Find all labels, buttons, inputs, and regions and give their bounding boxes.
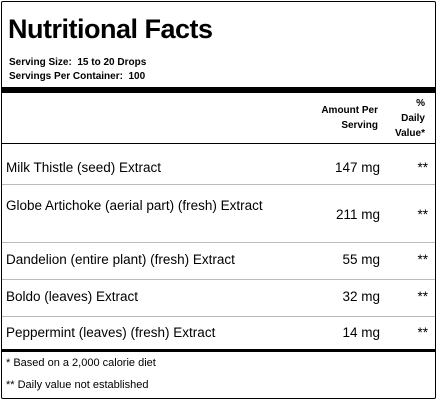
table-row: Milk Thistle (seed) Extract 147 mg **: [2, 144, 435, 185]
ingredient-name: Globe Artichoke (aerial part) (fresh) Ex…: [6, 198, 263, 213]
amount-header-line-2: Serving: [341, 120, 378, 131]
daily-value-header: % Daily Value*: [375, 96, 425, 141]
table-row: Boldo (leaves) Extract 32 mg **: [2, 280, 435, 317]
servings-per-container: Servings Per Container: 100: [9, 72, 145, 82]
serving-size-label: Serving Size:: [9, 57, 72, 68]
amount-header-line-1: Amount Per: [321, 105, 378, 116]
footnote-daily-value: ** Daily value not established: [6, 379, 149, 391]
dv-header-line-3: Value*: [394, 128, 425, 139]
table-row: Peppermint (leaves) (fresh) Extract 14 m…: [2, 317, 435, 349]
table-row: Globe Artichoke (aerial part) (fresh) Ex…: [2, 185, 435, 243]
amount-per-serving-header: Amount Per Serving: [288, 103, 378, 133]
ingredient-daily-value: **: [417, 207, 428, 222]
servings-per-container-value: 100: [128, 71, 146, 82]
footer-divider: [2, 349, 435, 352]
header-divider: [2, 143, 435, 144]
ingredient-name: Dandelion (entire plant) (fresh) Extract: [6, 252, 235, 267]
ingredient-daily-value: **: [417, 325, 428, 340]
ingredient-amount: 147 mg: [334, 160, 380, 175]
page-title: Nutritional Facts: [8, 14, 213, 44]
serving-size: Serving Size: 15 to 20 Drops: [9, 58, 146, 68]
ingredient-amount: 211 mg: [335, 207, 380, 222]
ingredient-amount: 14 mg: [342, 325, 380, 340]
table-row: Dandelion (entire plant) (fresh) Extract…: [2, 243, 435, 280]
ingredient-daily-value: **: [417, 160, 428, 175]
dv-header-line-1: %: [416, 98, 425, 109]
ingredient-name: Milk Thistle (seed) Extract: [6, 160, 162, 175]
dv-header-line-2: Daily: [401, 113, 425, 124]
serving-size-value: 15 to 20 Drops: [77, 57, 147, 68]
footnote-calorie-diet: * Based on a 2,000 calorie diet: [6, 357, 156, 369]
ingredient-amount: 55 mg: [342, 252, 380, 267]
ingredient-amount: 32 mg: [342, 289, 380, 304]
ingredient-name: Peppermint (leaves) (fresh) Extract: [6, 325, 216, 340]
ingredient-daily-value: **: [417, 289, 428, 304]
thick-divider: [2, 87, 435, 93]
ingredient-daily-value: **: [417, 252, 428, 267]
servings-per-container-label: Servings Per Container:: [9, 71, 123, 82]
ingredient-name: Boldo (leaves) Extract: [6, 289, 139, 304]
